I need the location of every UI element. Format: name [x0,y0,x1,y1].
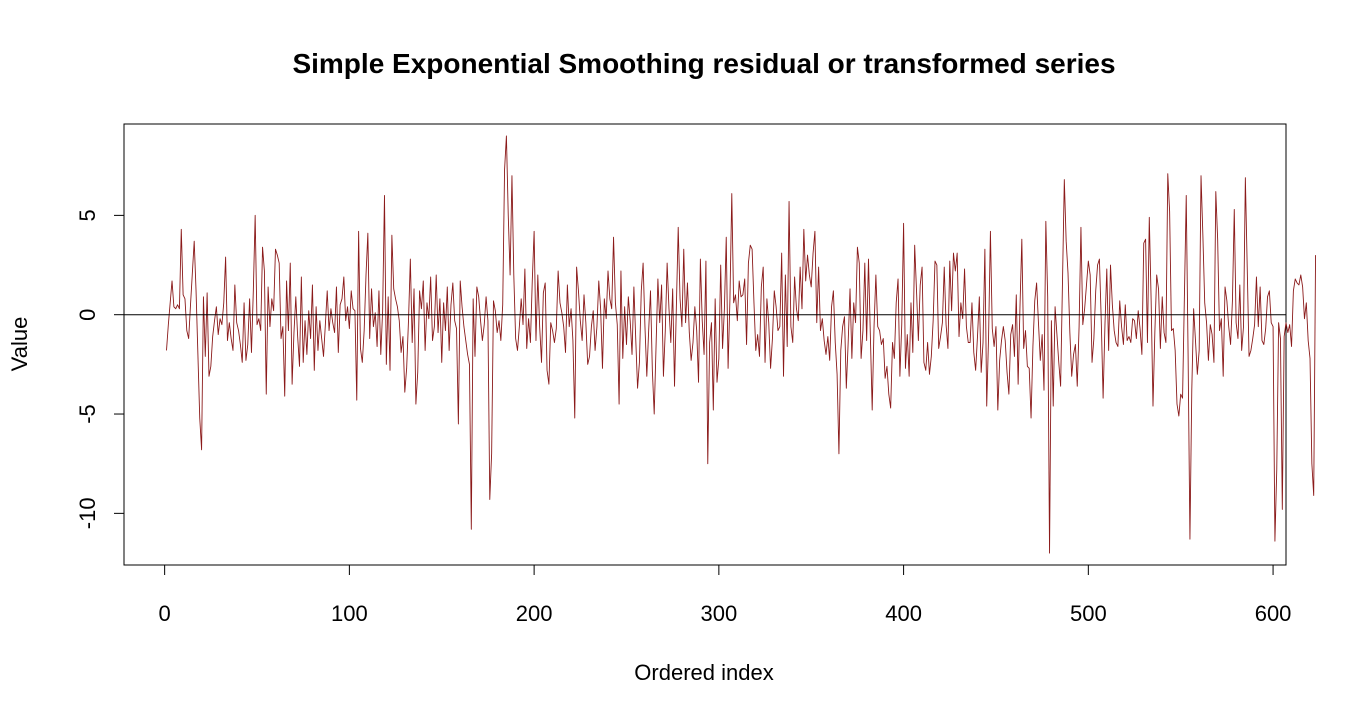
x-axis: 0 100 200 300 400 500 600 [159,564,1292,626]
x-tick-label: 400 [885,601,922,626]
y-axis: -10 -5 0 5 [75,209,125,529]
y-tick-label: -10 [75,497,100,529]
plot-area [123,123,1317,566]
series-line-0 [166,135,1317,554]
y-tick-label: 5 [75,209,100,221]
y-tick-label: -5 [75,404,100,424]
x-tick-label: 600 [1255,601,1292,626]
chart-title: Simple Exponential Smoothing residual or… [292,48,1115,79]
x-tick-label: 300 [700,601,737,626]
x-axis-label: Ordered index [634,660,773,685]
x-tick-label: 100 [331,601,368,626]
x-tick-label: 0 [159,601,171,626]
x-tick-label: 200 [516,601,553,626]
y-tick-label: 0 [75,309,100,321]
x-tick-label: 500 [1070,601,1107,626]
y-axis-label: Value [7,317,32,372]
